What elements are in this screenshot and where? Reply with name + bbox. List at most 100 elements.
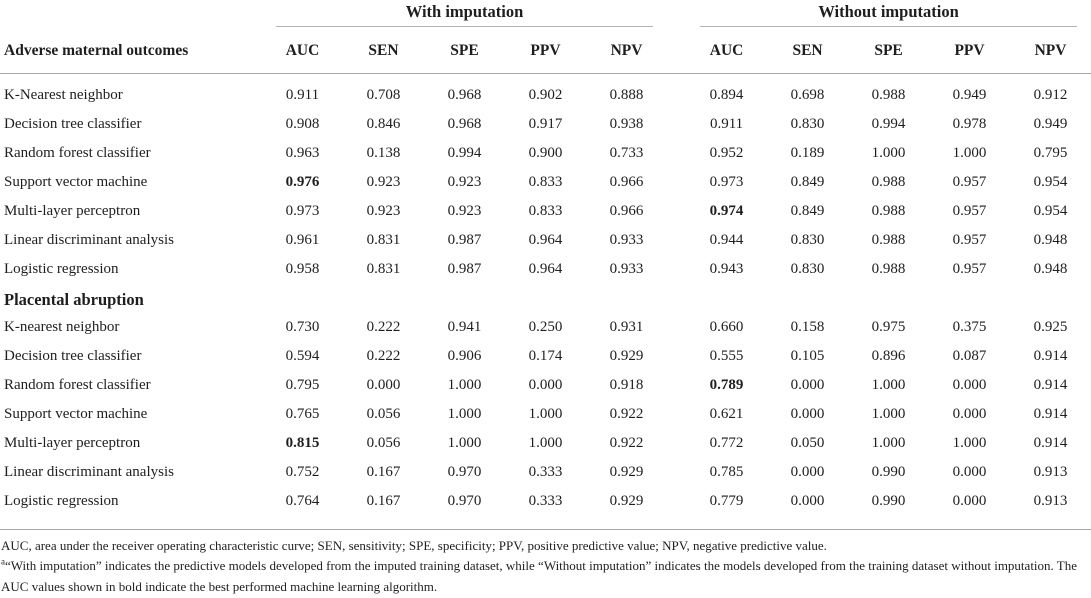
- table-row: Logistic regression 0.958 0.831 0.987 0.964 0…: [0, 255, 1091, 284]
- table-row: Support vector machine 0.765 0.056 1.000 1.0…: [0, 400, 1091, 429]
- metric-value: 0.900: [528, 145, 563, 161]
- metric-value: 0.000: [528, 377, 563, 393]
- metric-value: 0.222: [366, 348, 401, 364]
- metric-value: 0.189: [790, 145, 825, 161]
- metric-column-header: NPV: [1010, 27, 1091, 74]
- metric-value: 0.831: [366, 261, 401, 277]
- metric-value: 0.105: [790, 348, 825, 364]
- metric-value: 0.970: [447, 464, 482, 480]
- metric-value: 0.050: [790, 435, 825, 451]
- metric-value: 0.957: [952, 203, 987, 219]
- column-gap: [667, 371, 686, 400]
- metric-value: 0.911: [709, 116, 744, 132]
- metric-value: 0.660: [709, 319, 744, 335]
- group-header-without-imputation: Without imputation: [686, 2, 1091, 27]
- metric-value: 0.830: [790, 232, 825, 248]
- metric-value: 0.375: [952, 319, 987, 335]
- metric-value: 0.957: [952, 232, 987, 248]
- metric-value: 0.914: [1033, 435, 1068, 451]
- section-header-label: Placental abruption: [4, 290, 144, 309]
- metric-value: 0.913: [1033, 464, 1068, 480]
- metric-value: 1.000: [447, 435, 482, 451]
- metric-value: 0.949: [1033, 116, 1068, 132]
- metric-value: 0.973: [709, 174, 744, 190]
- metric-value: 0.943: [709, 261, 744, 277]
- metric-value: 0.973: [285, 203, 320, 219]
- metric-value: 0.785: [709, 464, 744, 480]
- metric-value: 0.167: [366, 464, 401, 480]
- metric-value: 0.795: [285, 377, 320, 393]
- metric-column-header: SEN: [767, 27, 849, 74]
- column-gap: [667, 487, 686, 516]
- metric-column-header: SPE: [848, 27, 930, 74]
- metric-value: 0.961: [285, 232, 320, 248]
- metric-value: 0.000: [790, 464, 825, 480]
- group-header-row: With imputation Without imputation: [0, 2, 1091, 27]
- metric-value: 1.000: [952, 435, 987, 451]
- column-gap: [667, 342, 686, 371]
- metric-column-header: PPV: [505, 27, 586, 74]
- metric-value: 0.948: [1033, 232, 1068, 248]
- metric-value: 0.952: [709, 145, 744, 161]
- column-gap: [667, 110, 686, 139]
- model-label: Random forest classifier: [4, 377, 151, 393]
- metric-value: 1.000: [871, 435, 906, 451]
- metric-value: 0.987: [447, 261, 482, 277]
- metric-column-header: NPV: [586, 27, 668, 74]
- metric-value: 0.765: [285, 406, 320, 422]
- table-row: Linear discriminant analysis 0.961 0.831 0.…: [0, 226, 1091, 255]
- table-row: Support vector machine 0.976 0.923 0.923 0.8…: [0, 168, 1091, 197]
- metric-value: 0.988: [871, 87, 906, 103]
- table-row: K-Nearest neighbor 0.911 0.708 0.968 0.902 0.…: [0, 74, 1091, 111]
- metric-value: 0.949: [952, 87, 987, 103]
- metric-value: 1.000: [952, 145, 987, 161]
- metric-value: 0.894: [709, 87, 744, 103]
- metric-column-header: AUC: [262, 27, 343, 74]
- metric-value: 0.000: [952, 464, 987, 480]
- section-header-row: Placental abruption: [0, 284, 1091, 313]
- metric-value: 1.000: [447, 406, 482, 422]
- metric-value: 0.954: [1033, 174, 1068, 190]
- model-label: Random forest classifier: [4, 145, 151, 161]
- metric-value: 1.000: [871, 406, 906, 422]
- metric-value: 0.963: [285, 145, 320, 161]
- table-footnotes: AUC, area under the receiver operating c…: [0, 529, 1091, 597]
- metric-value: 0.914: [1033, 406, 1068, 422]
- metric-value: 0.333: [528, 493, 563, 509]
- column-gap: [667, 197, 686, 226]
- metric-value: 0.795: [1033, 145, 1068, 161]
- metric-value: 0.964: [528, 232, 563, 248]
- metric-value: 0.914: [1033, 377, 1068, 393]
- metric-value: 0.906: [447, 348, 482, 364]
- metric-value: 0.970: [447, 493, 482, 509]
- metric-value: 0.730: [285, 319, 320, 335]
- metric-value: 0.990: [871, 493, 906, 509]
- metric-value: 0.789: [709, 377, 744, 393]
- metric-value: 0.849: [790, 203, 825, 219]
- metric-value: 0.000: [366, 377, 401, 393]
- metric-value: 0.931: [609, 319, 644, 335]
- metric-column-header: AUC: [686, 27, 768, 74]
- metric-value: 0.988: [871, 203, 906, 219]
- metric-value: 0.174: [528, 348, 563, 364]
- metric-value: 0.896: [871, 348, 906, 364]
- metric-value: 0.918: [609, 377, 644, 393]
- metric-value: 1.000: [871, 145, 906, 161]
- metric-value: 0.779: [709, 493, 744, 509]
- metric-value: 1.000: [871, 377, 906, 393]
- metric-value: 0.994: [871, 116, 906, 132]
- column-gap: [667, 168, 686, 197]
- metric-value: 0.923: [447, 174, 482, 190]
- metric-value: 0.621: [709, 406, 744, 422]
- metric-value: 0.994: [447, 145, 482, 161]
- metric-value: 0.948: [1033, 261, 1068, 277]
- metric-value: 0.968: [447, 87, 482, 103]
- metric-value: 0.000: [790, 377, 825, 393]
- column-gap: [667, 139, 686, 168]
- metric-value: 0.988: [871, 232, 906, 248]
- metric-value: 0.923: [366, 203, 401, 219]
- table-row: Logistic regression 0.764 0.167 0.970 0.333 0…: [0, 487, 1091, 516]
- metric-value: 0.929: [609, 493, 644, 509]
- metric-value: 0.957: [952, 261, 987, 277]
